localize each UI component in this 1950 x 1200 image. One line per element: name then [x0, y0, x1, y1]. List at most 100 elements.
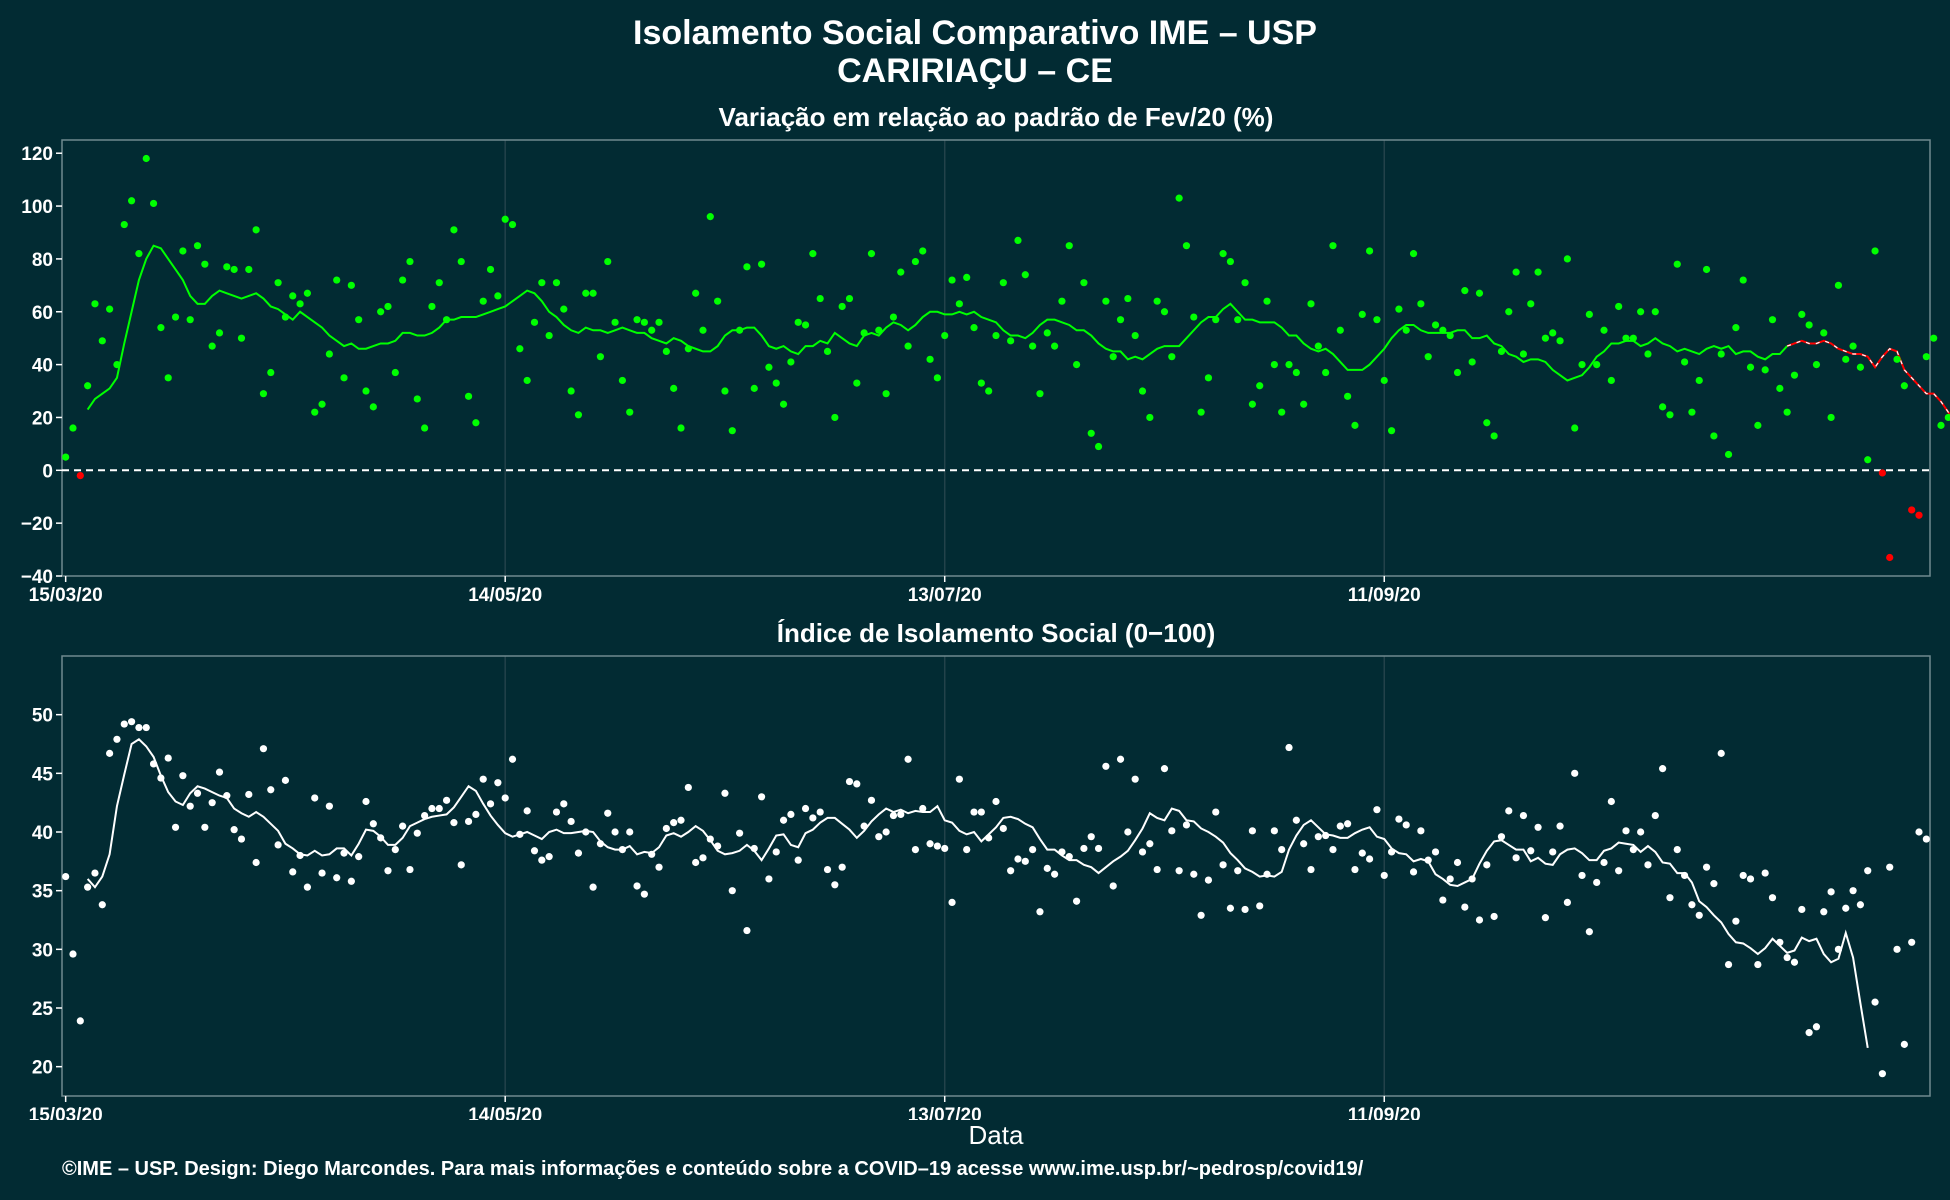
data-point — [340, 849, 348, 857]
data-point — [1241, 279, 1249, 287]
data-point — [1072, 897, 1081, 905]
data-point — [149, 760, 158, 768]
data-point — [91, 869, 99, 877]
data-point — [1043, 329, 1051, 337]
data-point — [267, 368, 275, 377]
data-point — [1908, 938, 1916, 946]
data-point — [1219, 250, 1227, 258]
data-point — [1512, 854, 1520, 862]
data-point — [985, 834, 993, 842]
data-point — [1080, 844, 1088, 853]
data-point — [179, 247, 187, 255]
data-point — [1058, 297, 1066, 305]
data-point — [274, 279, 282, 287]
moving-average-line — [86, 738, 1869, 1049]
data-point — [1644, 350, 1652, 358]
data-point — [1431, 321, 1440, 329]
data-point — [62, 453, 70, 461]
data-point — [1124, 294, 1132, 303]
data-point — [523, 376, 531, 385]
data-point — [1197, 911, 1205, 919]
data-point — [215, 768, 224, 776]
data-point — [1497, 833, 1506, 841]
data-point — [1029, 342, 1037, 350]
data-point — [1190, 313, 1198, 321]
data-point — [1629, 334, 1637, 342]
data-point — [970, 324, 978, 332]
data-point — [113, 361, 121, 369]
data-point — [1666, 411, 1674, 419]
data-point — [1680, 358, 1689, 366]
data-point — [1409, 868, 1418, 876]
data-point — [662, 347, 670, 355]
data-point — [1776, 938, 1784, 946]
data-point — [1812, 1023, 1821, 1031]
data-point — [135, 250, 143, 258]
data-point — [1402, 821, 1410, 829]
data-point — [1197, 408, 1205, 416]
data-point — [135, 723, 143, 732]
data-point — [1351, 865, 1359, 874]
y-tick-label: −20 — [21, 514, 53, 535]
data-point — [985, 387, 993, 395]
data-point — [596, 840, 605, 848]
data-point — [809, 250, 817, 258]
data-point — [333, 874, 341, 882]
data-point — [1739, 871, 1747, 880]
data-point-negative — [1908, 506, 1916, 514]
data-point — [1505, 308, 1513, 316]
data-point — [413, 395, 421, 403]
data-point — [1673, 846, 1681, 854]
data-point — [142, 154, 150, 163]
data-point — [1534, 268, 1542, 276]
data-point — [699, 326, 707, 334]
data-point — [245, 790, 253, 799]
data-point — [809, 814, 817, 822]
panel-frame — [61, 139, 1931, 577]
data-point — [303, 883, 312, 891]
data-point — [574, 849, 583, 857]
data-point — [1124, 828, 1132, 836]
data-point — [1409, 250, 1418, 258]
y-tick-label: 40 — [32, 356, 53, 377]
data-point — [1226, 904, 1235, 912]
data-point — [1358, 849, 1366, 857]
data-point — [208, 342, 216, 350]
data-point — [955, 775, 963, 783]
data-point — [362, 387, 370, 395]
data-point — [589, 289, 597, 297]
data-point — [801, 321, 810, 329]
data-point — [508, 220, 517, 229]
data-point — [1886, 863, 1894, 871]
data-point — [1322, 831, 1330, 840]
y-tick-label: 100 — [21, 197, 53, 218]
data-point — [552, 279, 561, 287]
data-point — [1849, 887, 1857, 895]
data-point — [1761, 366, 1769, 374]
data-point — [450, 819, 458, 827]
data-point — [823, 347, 832, 355]
data-point — [237, 334, 246, 342]
y-tick-label: 50 — [32, 706, 53, 727]
data-point — [1549, 329, 1557, 337]
data-point — [369, 403, 377, 411]
data-point — [333, 276, 341, 284]
data-point — [479, 775, 487, 783]
data-point — [384, 302, 392, 311]
data-point — [201, 260, 209, 268]
data-point — [1930, 334, 1938, 342]
data-point — [1102, 762, 1110, 770]
data-point — [831, 881, 839, 889]
data-point — [1695, 911, 1703, 919]
y-tick-label: 25 — [32, 999, 54, 1020]
data-point — [1922, 835, 1930, 843]
data-point — [325, 802, 333, 810]
data-point — [1732, 324, 1740, 332]
data-point — [1387, 848, 1396, 856]
data-point — [1754, 960, 1762, 969]
data-point — [1212, 808, 1220, 816]
data-point — [1116, 755, 1125, 763]
data-point — [76, 1017, 84, 1025]
data-point — [1263, 870, 1271, 878]
data-point — [889, 313, 898, 321]
